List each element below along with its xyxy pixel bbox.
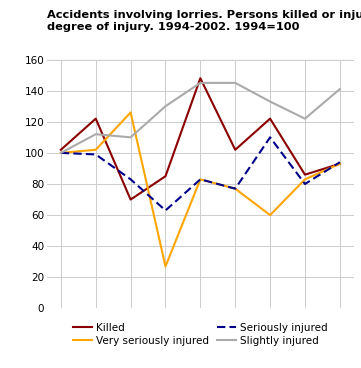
Legend: Killed, Very seriously injured, Seriously injured, Slightly injured: Killed, Very seriously injured, Seriousl… — [73, 323, 328, 346]
Text: Accidents involving lorries. Persons killed or injured by
degree of injury. 1994: Accidents involving lorries. Persons kil… — [47, 10, 361, 32]
